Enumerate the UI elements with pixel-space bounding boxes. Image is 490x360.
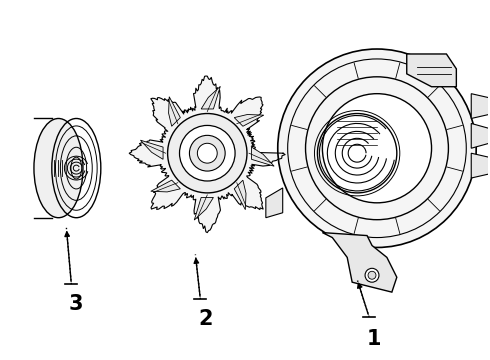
Circle shape bbox=[179, 125, 235, 181]
Circle shape bbox=[168, 113, 247, 193]
Circle shape bbox=[365, 268, 379, 282]
Circle shape bbox=[190, 135, 225, 171]
Polygon shape bbox=[151, 180, 180, 192]
Text: 1: 1 bbox=[367, 329, 381, 349]
Polygon shape bbox=[471, 123, 489, 148]
Circle shape bbox=[197, 143, 217, 163]
Polygon shape bbox=[129, 76, 285, 233]
Polygon shape bbox=[251, 147, 274, 166]
Circle shape bbox=[368, 271, 376, 279]
Polygon shape bbox=[169, 97, 180, 126]
Polygon shape bbox=[471, 94, 490, 118]
Polygon shape bbox=[322, 233, 397, 292]
Polygon shape bbox=[234, 180, 246, 210]
Polygon shape bbox=[234, 114, 264, 126]
Polygon shape bbox=[471, 153, 490, 178]
Text: 2: 2 bbox=[198, 309, 213, 329]
Text: 3: 3 bbox=[69, 294, 84, 314]
Ellipse shape bbox=[34, 118, 83, 218]
Polygon shape bbox=[201, 86, 220, 109]
Polygon shape bbox=[266, 188, 283, 218]
Circle shape bbox=[322, 94, 432, 203]
Circle shape bbox=[278, 49, 476, 247]
Polygon shape bbox=[194, 197, 214, 220]
Polygon shape bbox=[141, 140, 163, 159]
Polygon shape bbox=[407, 54, 456, 87]
